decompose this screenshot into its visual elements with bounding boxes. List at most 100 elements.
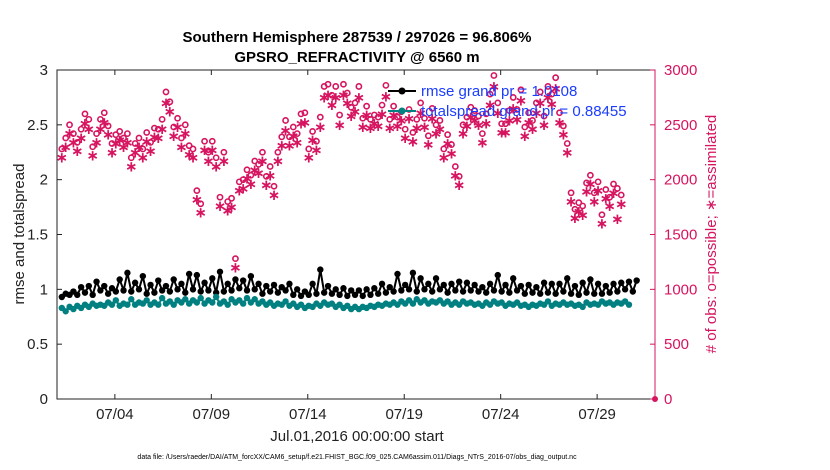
totalspread-point — [544, 298, 552, 305]
assimilated-point: ∗ — [160, 94, 173, 112]
assimilated-point: ∗ — [318, 88, 331, 106]
x-tick-label: 07/04 — [96, 406, 134, 423]
possible-point — [355, 83, 363, 90]
possible-point — [162, 88, 170, 96]
possible-point — [575, 199, 583, 207]
assimilated-point: ∗ — [372, 117, 385, 135]
possible-point — [181, 121, 189, 129]
assimilated-point: ∗ — [148, 128, 161, 146]
totalspread-point — [128, 296, 135, 303]
possible-point — [556, 109, 563, 117]
rmse-point — [232, 276, 239, 283]
assimilated-point: ∗ — [86, 147, 99, 165]
possible-point — [316, 113, 324, 121]
assimilated-point: ∗ — [183, 145, 196, 163]
assimilated-point: ∗ — [584, 175, 597, 193]
assimilated-point: ∗ — [588, 193, 601, 211]
assimilated-point: ∗ — [549, 80, 562, 98]
totalspread-point — [108, 301, 116, 308]
rmse-point — [247, 272, 255, 280]
assimilated-point: ∗ — [329, 88, 342, 106]
assimilated-point: ∗ — [233, 182, 246, 200]
assimilated-point: ∗ — [356, 118, 369, 136]
totalspread-point — [62, 308, 69, 315]
possible-point — [93, 130, 100, 138]
assimilated-point: ∗ — [464, 108, 477, 126]
possible-point — [251, 157, 259, 165]
assimilated-point: ∗ — [495, 124, 508, 142]
possible-point — [540, 112, 548, 120]
y-tick-label-right: 500 — [664, 336, 689, 353]
totalspread-point — [124, 301, 131, 308]
possible-point — [158, 115, 166, 123]
assimilated-point: ∗ — [191, 190, 204, 208]
rmse-point — [239, 277, 247, 284]
rmse-point — [405, 286, 413, 293]
rmse-point — [116, 276, 123, 283]
rmse-point — [517, 282, 525, 290]
possible-point — [482, 110, 490, 118]
rmse-point — [170, 276, 177, 283]
possible-point — [166, 98, 174, 106]
rmse-point — [255, 280, 262, 288]
rmse-point — [324, 282, 332, 290]
assimilated-point: ∗ — [110, 134, 123, 152]
rmse-point — [483, 289, 490, 296]
assimilated-point: ∗ — [530, 104, 543, 122]
possible-point — [417, 99, 425, 107]
rmse-point — [224, 280, 231, 288]
legend: rmse grand pr = 1.0108 totalspread grand… — [388, 83, 627, 120]
rmse-point — [533, 283, 540, 291]
possible-point — [544, 83, 552, 90]
rmse-point — [228, 287, 235, 294]
possible-point — [97, 115, 104, 123]
assimilated-point: ∗ — [268, 186, 281, 204]
assimilated-point: ∗ — [607, 184, 620, 202]
possible-point — [455, 172, 463, 180]
rmse-point — [128, 288, 135, 295]
assimilated-point: ∗ — [218, 152, 231, 170]
possible-point — [301, 109, 309, 117]
rmse-point — [452, 287, 459, 294]
assimilated-point: ∗ — [237, 179, 250, 197]
assimilated-point: ∗ — [368, 115, 381, 133]
possible-point — [590, 189, 598, 197]
possible-point — [58, 145, 66, 153]
possible-point — [409, 129, 417, 136]
rmse-point — [112, 288, 120, 295]
rmse-point — [309, 280, 316, 288]
possible-point — [185, 142, 193, 150]
y-tick-label-left: 2.5 — [27, 117, 48, 134]
rmse-point — [101, 282, 108, 290]
possible-point — [131, 140, 139, 147]
rmse-point — [521, 290, 528, 297]
totalspread-point — [193, 299, 201, 306]
possible-point — [451, 163, 459, 170]
assimilated-point: ∗ — [202, 152, 215, 170]
assimilated-point: ∗ — [194, 204, 207, 222]
rmse-point — [344, 292, 351, 300]
rmse-point — [363, 286, 370, 293]
rmse-point — [540, 279, 548, 286]
y-tick-label-right: 1500 — [664, 227, 697, 244]
rmse-point — [448, 280, 455, 288]
rmse-point — [625, 278, 633, 285]
rmse-point — [259, 290, 266, 297]
assimilated-point: ∗ — [67, 133, 80, 151]
assimilated-point: ∗ — [164, 103, 177, 121]
totalspread-point — [251, 296, 258, 303]
rmse-point — [193, 271, 201, 279]
rmse-point — [336, 291, 343, 299]
possible-point — [305, 145, 313, 153]
possible-point — [104, 122, 112, 130]
assimilated-point: ∗ — [256, 152, 269, 170]
possible-point — [586, 171, 594, 179]
assimilated-point: ∗ — [418, 118, 431, 136]
totalspread-point — [155, 301, 162, 308]
assimilated-point: ∗ — [422, 136, 435, 154]
possible-point — [513, 106, 521, 113]
rmse-point — [529, 289, 536, 296]
possible-point — [124, 130, 131, 138]
assimilated-point: ∗ — [175, 138, 188, 156]
assimilated-point: ∗ — [94, 120, 107, 138]
